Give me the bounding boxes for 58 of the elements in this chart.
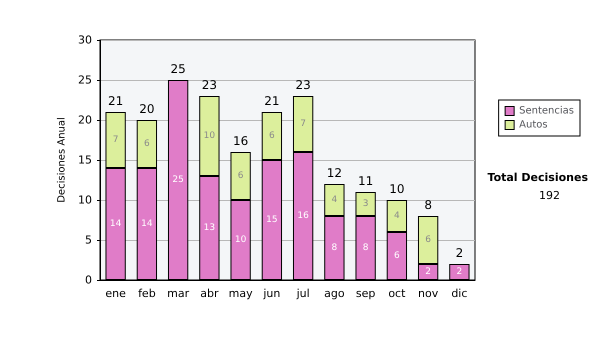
data-label: 7 [300,119,306,129]
text: 192 [539,189,560,202]
x-tick-label: ene [105,287,126,300]
data-label: 2 [425,267,431,277]
total-label: 23 [202,78,218,92]
y-tick-label: 5 [85,234,92,246]
data-label: 8 [362,243,369,253]
data-label: 2 [456,267,462,277]
text: Total Decisiones [488,171,588,184]
total-label: 8 [424,198,432,212]
x-tick-label: sep [356,287,376,300]
data-label: 16 [297,211,310,221]
total-label: 21 [264,94,280,108]
data-label: 8 [332,243,338,253]
total-label: 10 [389,182,405,196]
x-tick-label: jun [262,287,280,300]
y-tick-label: 20 [78,114,92,126]
x-tick-label: feb [138,287,156,300]
data-label: 10 [234,235,247,245]
data-label: 14 [110,219,122,229]
y-tick-label: 25 [78,74,92,86]
data-label: 14 [141,219,153,229]
y-tick-label: 10 [78,194,92,206]
data-label: 4 [394,211,400,221]
x-tick-label: may [228,287,254,300]
data-label: 6 [238,171,244,181]
data-label: 6 [394,251,400,261]
total-label: 20 [139,102,155,116]
total-label: 23 [295,78,311,92]
total-label: 21 [108,94,124,108]
legend-label: Sentencias [519,106,574,116]
y-axis-title: Decisiones Anual [56,117,68,203]
total-label: 11 [358,174,374,188]
data-label: 25 [172,175,184,185]
total-label: 16 [232,134,248,148]
data-label: 3 [362,199,368,209]
data-label: 4 [332,195,338,205]
data-label: 7 [112,135,118,145]
total-label: 12 [326,166,342,180]
x-tick-label: nov [418,287,439,300]
x-tick-label: jul [296,287,310,300]
x-tick-label: mar [167,287,190,300]
x-tick-label: ago [324,287,345,300]
y-tick-label: 0 [85,274,92,286]
data-label: 6 [425,235,432,245]
total-label: 25 [170,62,186,76]
legend-label: Autos [519,120,548,130]
data-label: 10 [204,131,216,141]
y-tick-label: 15 [78,154,92,166]
total-label: 2 [456,246,464,260]
data-label: 15 [266,215,278,225]
data-label: 6 [269,131,276,141]
y-tick-label: 30 [78,34,92,46]
data-label: 13 [204,223,216,233]
data-label: 6 [144,139,150,149]
x-tick-label: dic [451,287,468,300]
x-tick-label: oct [388,287,406,300]
x-tick-label: abr [200,287,219,300]
